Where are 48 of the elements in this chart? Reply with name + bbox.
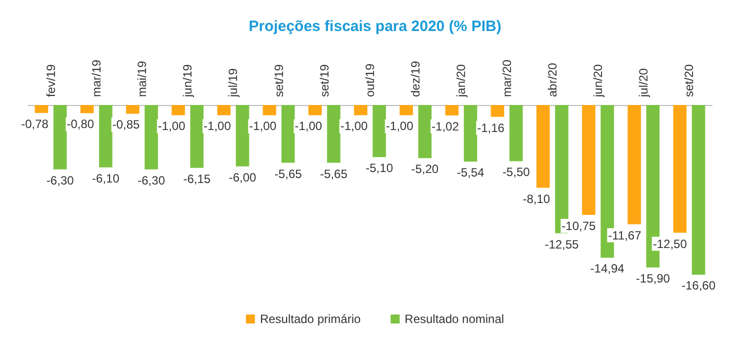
x-tick-label: out/19: [363, 63, 377, 97]
data-label: -16,60: [681, 278, 716, 293]
x-tick-label: fev/19: [44, 64, 58, 97]
x-tick-label: jun/20: [591, 64, 605, 98]
x-tick-label: mar/19: [89, 59, 104, 97]
data-label: -1,00: [386, 119, 414, 134]
x-tick-label: jul/20: [636, 68, 651, 98]
data-label: -1,00: [204, 119, 232, 134]
data-label: -5,54: [456, 166, 485, 180]
data-label: -5,10: [366, 161, 394, 176]
x-tick-label: mai/19: [135, 60, 149, 97]
data-label: -12,55: [544, 237, 580, 252]
x-tick-label: mar/20: [500, 59, 514, 97]
legend-label: Resultado nominal: [404, 312, 504, 326]
x-tick-label: jan/20: [454, 64, 468, 98]
data-label: -1,00: [294, 119, 322, 134]
x-tick-label: set/19: [317, 64, 332, 97]
data-label: -6,30: [46, 173, 74, 188]
data-label: -10,75: [562, 218, 596, 233]
data-label: -1,16: [477, 120, 505, 135]
data-label: -6,00: [228, 170, 257, 184]
data-label: -1,02: [432, 119, 460, 134]
chart-title: Projeções fiscais para 2020 (% PIB): [248, 18, 502, 35]
data-label: -0,85: [112, 118, 140, 132]
x-tick-label: jun/19: [180, 64, 195, 98]
data-label: -11,67: [608, 228, 642, 242]
data-label: -1,00: [158, 119, 186, 134]
data-label: -0,78: [21, 116, 49, 131]
data-label: -6,15: [183, 172, 211, 186]
data-label: -1,00: [249, 119, 277, 134]
data-label: -12,50: [652, 236, 688, 251]
x-tick-label: set/19: [272, 64, 286, 97]
data-label: -14,94: [590, 262, 625, 276]
legend-label: Resultado primário: [260, 312, 361, 326]
data-label: -5,65: [320, 166, 348, 181]
data-label: -15,90: [636, 272, 670, 286]
x-tick-label: set/20: [682, 64, 696, 97]
x-tick-label: dez/19: [408, 60, 423, 97]
data-label: -8,10: [522, 192, 550, 206]
data-label: -6,30: [138, 173, 166, 188]
data-label: -1,00: [340, 119, 368, 134]
data-label: -5,20: [411, 162, 439, 176]
x-tick-label: jul/19: [226, 68, 240, 98]
x-tick-label: abr/20: [545, 62, 560, 97]
data-label: -5,50: [502, 165, 530, 180]
data-label: -6,10: [92, 171, 120, 186]
data-label: -5,65: [274, 166, 302, 181]
data-label: -0,80: [66, 117, 94, 132]
